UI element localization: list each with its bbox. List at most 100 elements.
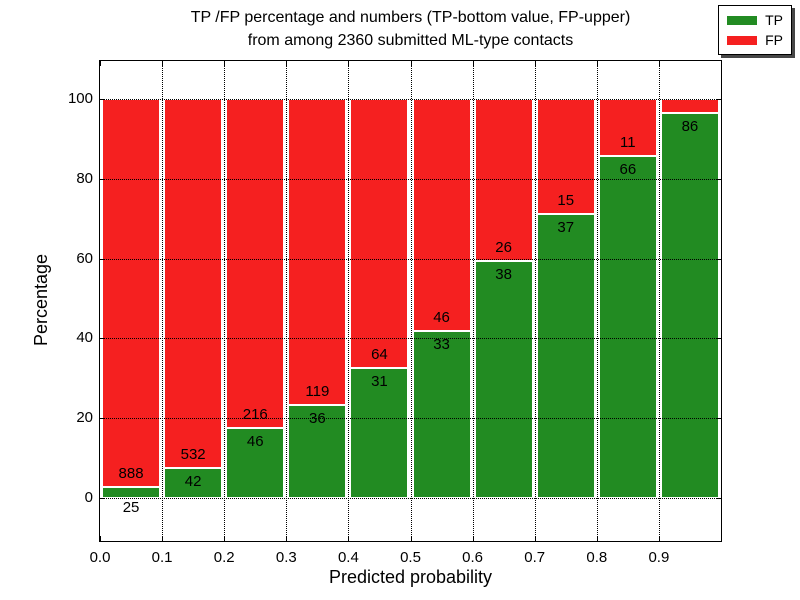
bar-label-fp: 26 (495, 239, 512, 257)
gridline-v (224, 61, 226, 541)
bar-label-tp: 36 (309, 410, 326, 428)
bar-label-fp: 119 (305, 383, 330, 401)
y-tick-mark (716, 99, 721, 100)
legend: TP FP (718, 5, 792, 55)
x-tick-mark (535, 536, 536, 541)
x-tick-mark (659, 61, 660, 66)
bar-label-fp: 64 (371, 345, 388, 363)
y-tick-label: 20 (76, 408, 93, 426)
x-tick-mark (411, 61, 412, 66)
y-tick-label: 40 (76, 329, 93, 347)
x-axis-label: Predicted probability (328, 567, 493, 587)
x-tick-mark (721, 536, 722, 541)
bar-label-tp: 31 (371, 372, 388, 390)
y-tick-mark (100, 259, 105, 260)
chart-title-line1: TP /FP percentage and numbers (TP-bottom… (190, 9, 631, 26)
x-tick-mark (411, 536, 412, 541)
gridline-v (658, 61, 660, 541)
x-tick-mark (286, 61, 287, 66)
bar-segment-tp (288, 405, 347, 498)
x-tick-label: 0.1 (151, 549, 173, 566)
x-tick-mark (100, 61, 101, 66)
x-tick-mark (721, 61, 722, 66)
bar-label-tp: 38 (495, 266, 512, 284)
x-tick-mark (224, 536, 225, 541)
bar-segment-tp (164, 468, 223, 498)
x-tick-label: 0.2 (213, 549, 235, 566)
gridline-v (286, 61, 288, 541)
bar-segment-tp (536, 214, 595, 498)
x-tick-mark (162, 61, 163, 66)
y-axis-label: Percentage (31, 253, 51, 347)
bar-label-tp: 42 (184, 473, 202, 491)
bar-label-fp: 216 (242, 405, 268, 423)
bar-segment-tp (226, 427, 285, 498)
y-tick-label: 80 (76, 169, 93, 187)
bar-segment-fp (474, 99, 533, 262)
bar-segment-fp (288, 99, 347, 406)
bar-label-tp: 37 (557, 219, 575, 237)
fp-swatch (727, 35, 758, 45)
y-tick-mark (100, 338, 105, 339)
bar-segment-tp (474, 261, 533, 498)
x-tick-label: 0.8 (586, 549, 608, 566)
bar-label-tp: 86 (681, 117, 699, 135)
x-tick-mark (473, 61, 474, 66)
y-tick-mark (100, 418, 105, 419)
y-tick-mark (716, 259, 721, 260)
x-tick-mark (473, 536, 474, 541)
gridline-v (162, 61, 164, 541)
x-tick-label: 0.6 (462, 549, 484, 566)
bar-label-fp: 15 (557, 192, 575, 210)
x-tick-mark (348, 61, 349, 66)
x-tick-mark (597, 61, 598, 66)
bar-label-tp: 33 (433, 336, 450, 354)
chart-title-line2: from among 2360 submitted ML-type contac… (247, 32, 574, 49)
bar-segment-fp (102, 99, 161, 487)
gridline-v (348, 61, 350, 541)
bar-segment-tp (660, 112, 719, 498)
x-tick-label: 0.4 (337, 549, 359, 566)
gridline-v (472, 61, 474, 541)
bar-segment-fp (412, 99, 471, 332)
y-tick-mark (100, 179, 105, 180)
y-tick-label: 0 (84, 488, 93, 506)
y-tick-mark (716, 498, 721, 499)
legend-label-fp: FP (765, 32, 783, 48)
y-tick-mark (100, 99, 105, 100)
gridline-v (534, 61, 536, 541)
x-tick-mark (659, 536, 660, 541)
bar-label-tp: 46 (246, 432, 264, 450)
bar-segment-tp (102, 486, 161, 498)
y-tick-mark (716, 418, 721, 419)
tp-swatch (727, 15, 758, 25)
bar-segment-fp (536, 99, 595, 215)
x-tick-label: 0.0 (89, 549, 111, 566)
y-tick-label: 100 (67, 90, 93, 108)
bar-segment-fp (660, 99, 719, 113)
bar-segment-tp (412, 331, 471, 498)
y-tick-mark (716, 338, 721, 339)
bar-label-fp: 532 (180, 446, 206, 464)
legend-item-fp: FP (727, 30, 783, 50)
y-tick-mark (716, 179, 721, 180)
bar-label-fp: 46 (433, 309, 450, 327)
x-tick-mark (162, 536, 163, 541)
bar-label-fp: 888 (118, 464, 144, 482)
x-tick-mark (597, 536, 598, 541)
x-tick-mark (286, 536, 287, 541)
y-tick-label: 60 (76, 249, 93, 267)
y-tick-mark (100, 498, 105, 499)
x-tick-mark (348, 536, 349, 541)
bar-segment-fp (164, 99, 223, 469)
bar-segment-tp (350, 367, 409, 498)
x-tick-label: 0.5 (400, 549, 421, 566)
plot-area: 888 25 532 42 216 46 119 36 64 31 46 33 26 38 15 37 11 66… (99, 60, 722, 542)
x-tick-label: 0.9 (648, 549, 670, 566)
chart-title: TP /FP percentage and numbers (TP-bottom… (99, 6, 722, 52)
gridline-v (410, 61, 412, 541)
bar-segment-tp (598, 156, 657, 498)
bar-label-tp: 66 (619, 161, 637, 179)
gridline-v (596, 61, 598, 541)
